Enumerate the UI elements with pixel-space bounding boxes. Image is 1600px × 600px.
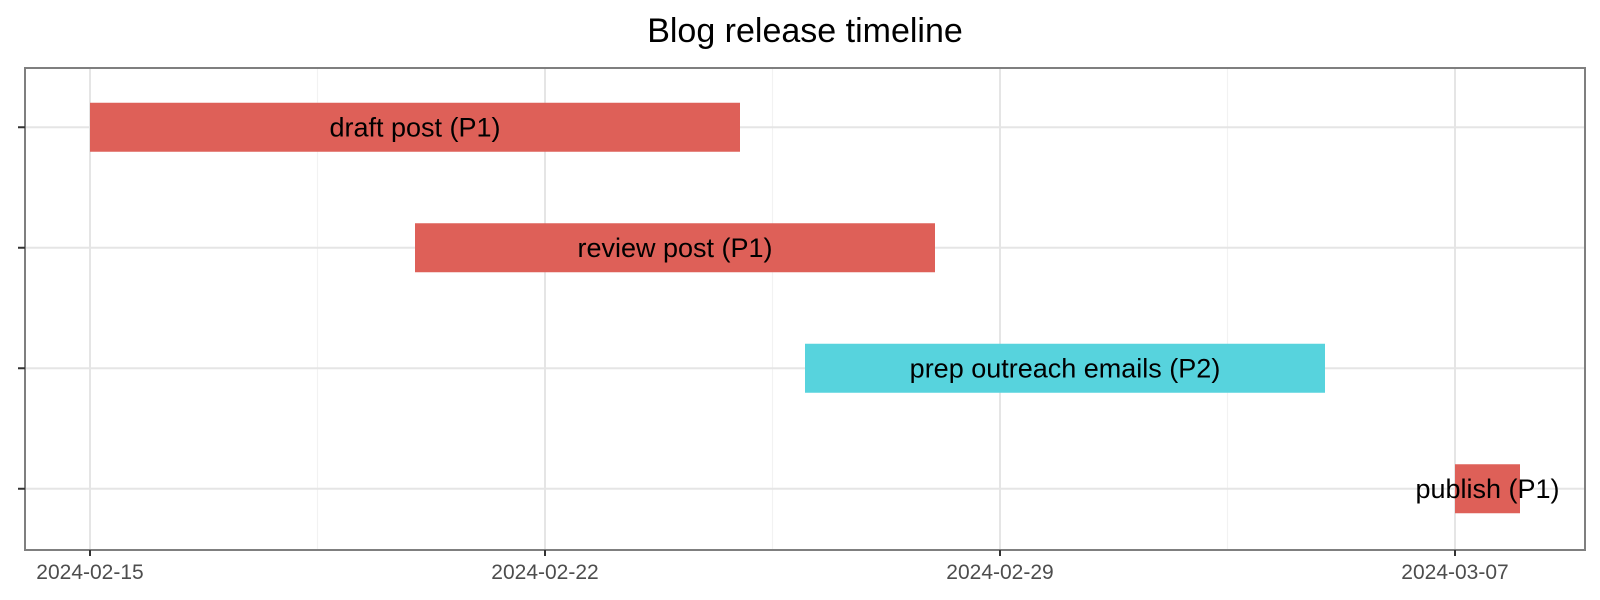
task-label: publish (P1) (1415, 474, 1559, 504)
task-label: review post (P1) (577, 233, 772, 263)
bars (90, 102, 1520, 514)
x-tick-label: 2024-03-07 (1401, 561, 1508, 584)
x-tick-label: 2024-02-29 (946, 561, 1053, 584)
task-bar (90, 102, 740, 152)
task-label: draft post (P1) (329, 112, 500, 142)
task-bar (805, 343, 1325, 393)
x-tick-label: 2024-02-22 (491, 561, 598, 584)
chart-title: Blog release timeline (647, 12, 963, 50)
task-bar (415, 223, 935, 273)
task-label: prep outreach emails (P2) (910, 353, 1221, 383)
bar-labels: draft post (P1) review post (P1) prep outr… (329, 112, 1559, 504)
x-tick-label: 2024-02-15 (36, 561, 143, 584)
task-bar (1455, 464, 1520, 514)
panel-border (24, 67, 1586, 551)
axes: 2024-02-15 2024-02-22 2024-02-29 2024-03-07 (18, 126, 1509, 584)
